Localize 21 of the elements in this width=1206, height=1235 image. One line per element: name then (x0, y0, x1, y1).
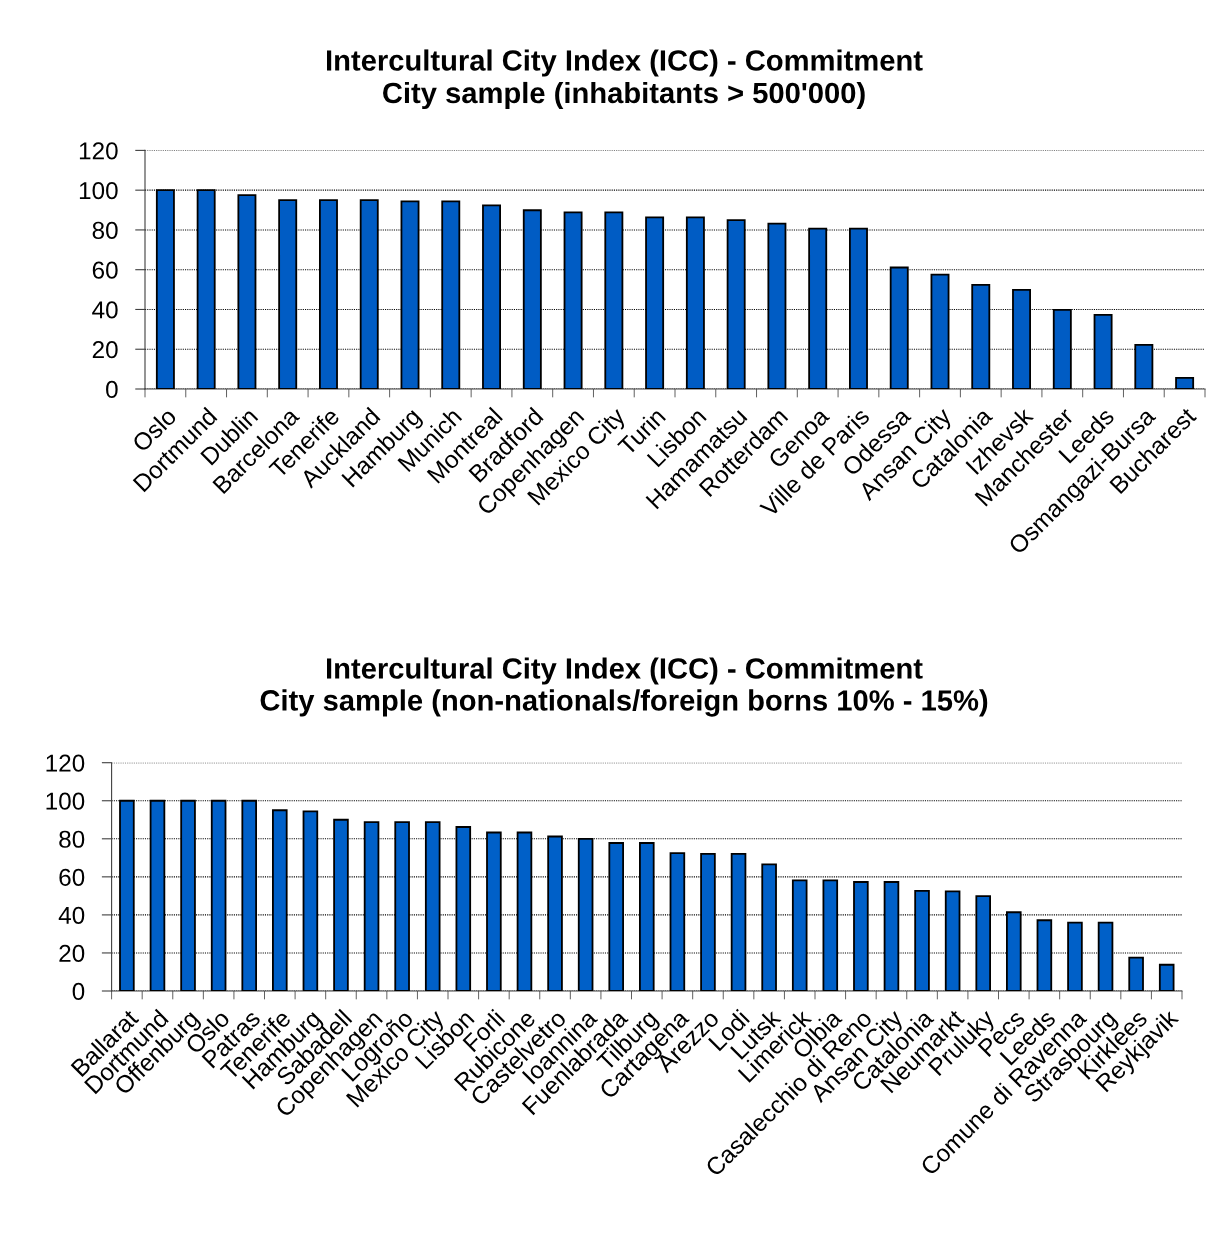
bar (1128, 956, 1144, 991)
bar (1158, 963, 1175, 991)
y-tick-label: 60 (59, 868, 85, 886)
chart-subtitle: City sample (non-nationals/foreign borns 10% - 15%) (260, 689, 988, 717)
y-tick-label: 40 (58, 906, 85, 924)
y-tick-label: 100 (79, 182, 118, 200)
y-tick-label: 40 (92, 301, 118, 319)
bar (1175, 376, 1195, 389)
y-tick-label: 20 (92, 341, 118, 359)
y-tick-label: 0 (106, 380, 118, 399)
y-tick-label: 100 (46, 792, 85, 810)
chart-title: Intercultural City Index (ICC) - Commitment (326, 49, 923, 77)
y-tick-label: 120 (46, 754, 85, 772)
chart-subtitle: City sample (inhabitants > 500'000) (383, 81, 865, 110)
y-tick-label: 80 (59, 830, 85, 848)
chart-title: Intercultural City Index (ICC) - Commitment (326, 657, 923, 685)
y-tick-label: 20 (59, 944, 85, 962)
y-tick-label: 120 (79, 142, 118, 160)
y-tick-label: 60 (92, 261, 118, 279)
y-tick-label: 0 (72, 982, 85, 1001)
y-tick-label: 80 (92, 221, 118, 239)
